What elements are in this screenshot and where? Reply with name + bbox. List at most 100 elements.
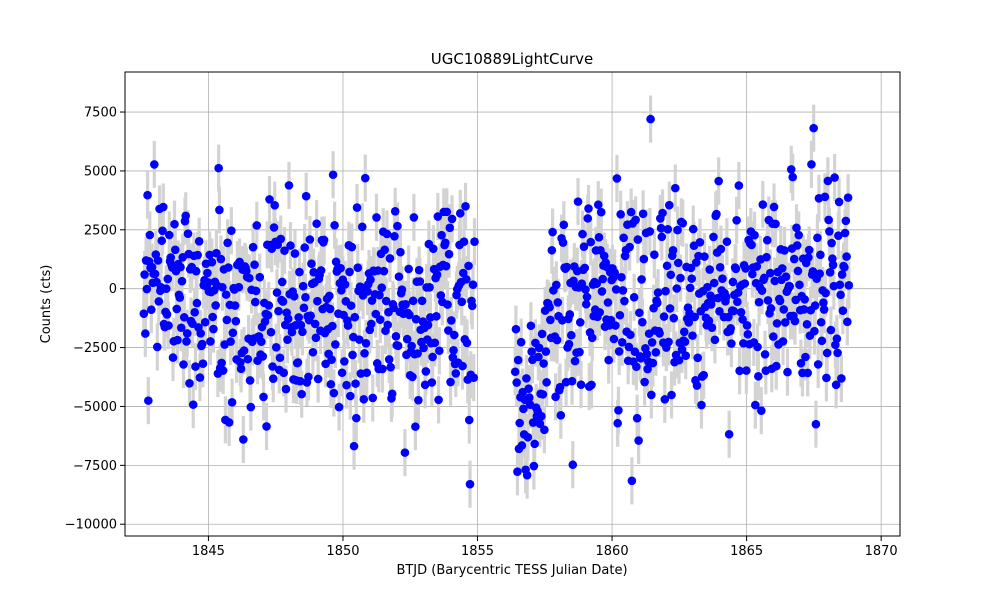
data-point (449, 330, 459, 340)
data-point (265, 195, 274, 204)
data-point (173, 335, 182, 345)
data-point (631, 215, 640, 225)
data-point (236, 364, 246, 374)
data-point (771, 361, 781, 371)
data-point (217, 358, 226, 368)
data-point (801, 352, 810, 362)
data-point (271, 342, 281, 352)
data-point (692, 381, 702, 390)
data-point (195, 373, 205, 382)
data-point (646, 114, 655, 124)
data-point (435, 346, 444, 356)
data-point (310, 319, 320, 329)
data-point (255, 272, 265, 282)
data-point (778, 337, 788, 346)
data-point (642, 349, 652, 359)
data-point (359, 394, 369, 404)
data-point (534, 343, 544, 353)
data-point (596, 207, 606, 217)
data-point (771, 219, 780, 229)
data-point (274, 306, 283, 316)
chart-title: UGC10889LightCurve (431, 50, 593, 68)
data-point (307, 259, 316, 269)
data-point (375, 290, 384, 300)
data-point (843, 317, 852, 327)
data-point (670, 183, 680, 193)
data-point (564, 339, 574, 349)
data-point (251, 297, 260, 307)
data-point (421, 367, 431, 376)
data-point (445, 223, 455, 233)
data-point (221, 290, 231, 299)
data-point (816, 317, 826, 327)
data-point (408, 372, 417, 382)
data-point (757, 406, 766, 415)
data-point (819, 298, 828, 307)
data-point (593, 200, 603, 210)
data-point (379, 266, 389, 276)
data-point (788, 172, 798, 182)
data-point (736, 308, 746, 317)
data-point (710, 335, 720, 345)
data-point (766, 304, 776, 313)
data-point (537, 411, 546, 421)
data-point (578, 229, 587, 239)
data-point (449, 345, 458, 355)
data-point (239, 346, 249, 355)
data-point (441, 261, 451, 271)
data-point (691, 258, 701, 267)
data-point (218, 282, 227, 292)
data-point (747, 240, 756, 250)
data-point (227, 226, 236, 235)
data-point (423, 320, 433, 330)
data-point (281, 384, 291, 394)
data-point (513, 467, 522, 477)
data-point (716, 244, 726, 254)
data-point (286, 241, 295, 250)
data-point (838, 306, 848, 315)
data-point (429, 244, 438, 254)
data-point (283, 314, 293, 324)
data-point (413, 349, 422, 358)
data-point (810, 301, 820, 310)
data-point (411, 314, 421, 324)
data-point (611, 285, 621, 294)
data-point (757, 286, 767, 295)
data-point (612, 174, 622, 183)
data-point (459, 237, 469, 246)
data-point (387, 389, 397, 399)
data-point (266, 327, 276, 337)
data-point (742, 321, 752, 330)
data-point (655, 329, 664, 338)
data-point (432, 270, 442, 280)
data-point (270, 200, 280, 210)
data-point (209, 324, 218, 334)
data-point (539, 359, 548, 368)
data-point (613, 418, 622, 428)
data-point (793, 266, 803, 276)
data-point (664, 337, 673, 347)
data-point (542, 378, 551, 387)
data-point (462, 338, 472, 348)
data-point (529, 461, 539, 471)
data-point (194, 237, 204, 246)
data-point (581, 299, 591, 309)
data-point (470, 237, 479, 247)
data-point (331, 340, 340, 349)
data-point (678, 218, 688, 228)
data-point (626, 330, 635, 340)
data-point (768, 332, 778, 341)
data-point (825, 267, 835, 277)
data-point (792, 241, 802, 250)
data-point (313, 296, 322, 306)
data-point (142, 284, 152, 294)
data-point (769, 202, 779, 212)
data-point (840, 228, 850, 238)
data-point (783, 367, 792, 377)
data-point (548, 227, 557, 237)
y-tick-label: −10000 (65, 518, 117, 533)
x-tick-label: 1865 (730, 544, 763, 559)
data-point (227, 398, 237, 407)
y-tick-label: −7500 (73, 459, 117, 474)
data-point (674, 355, 684, 365)
